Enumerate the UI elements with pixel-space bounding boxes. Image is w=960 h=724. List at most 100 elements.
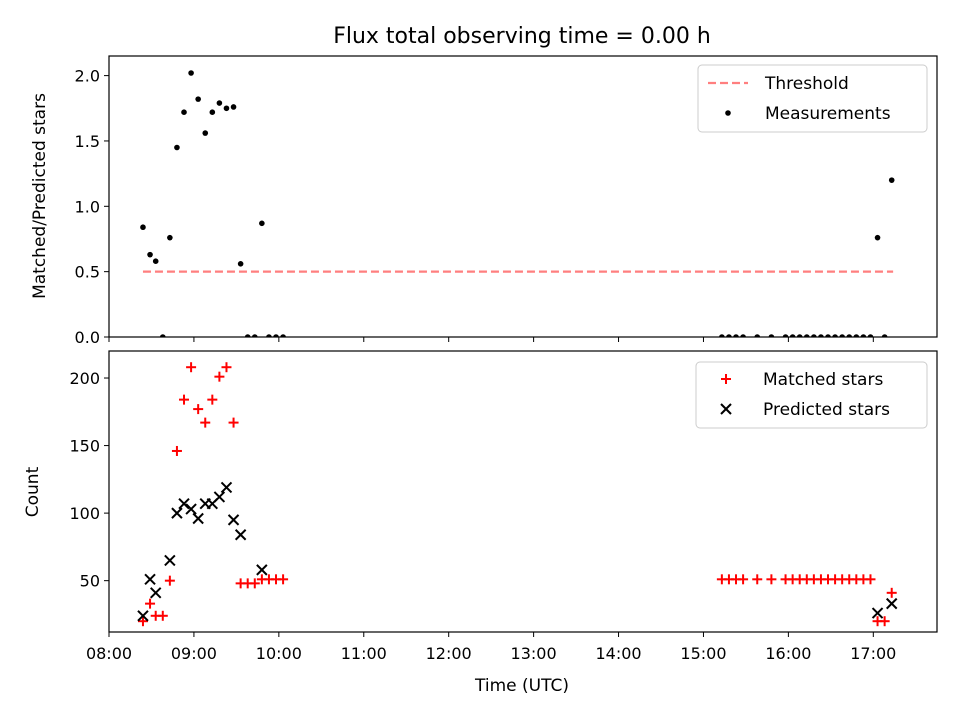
matched-point bbox=[278, 574, 289, 585]
matched-point bbox=[865, 574, 876, 585]
measurement-point bbox=[796, 334, 803, 337]
matched-point bbox=[879, 616, 890, 627]
legend-predicted-swatch-b bbox=[720, 403, 732, 415]
xtick-label: 15:00 bbox=[680, 644, 726, 663]
predicted-point-b bbox=[164, 554, 176, 567]
bottom-ytick-label: 100 bbox=[69, 504, 100, 523]
measurement-point bbox=[853, 334, 860, 337]
matched-point bbox=[886, 587, 897, 598]
predicted-point-b bbox=[137, 610, 149, 622]
measurement-point bbox=[237, 261, 244, 267]
count-panel: 50 100 150 200 08:00 09:00 10:00 11:00 12:00 13:0… bbox=[69, 350, 938, 663]
legend-measurements-swatch bbox=[725, 110, 731, 116]
predicted-point-b bbox=[234, 529, 247, 541]
measurement-point bbox=[266, 334, 272, 337]
legend-predicted-label: Predicted stars bbox=[763, 400, 890, 420]
measurement-point bbox=[825, 334, 831, 337]
matched-point bbox=[214, 371, 225, 382]
top-ytick-label: 1.5 bbox=[75, 132, 100, 151]
measurement-point bbox=[202, 130, 209, 136]
measurement-point bbox=[230, 104, 237, 110]
predicted-point-b bbox=[886, 597, 898, 610]
predicted-point-b bbox=[150, 587, 162, 599]
top-ytick-label: 0.5 bbox=[75, 263, 100, 282]
measurement-point bbox=[867, 334, 874, 337]
measurement-point bbox=[251, 334, 258, 337]
chart-title: Flux total observing time = 0.00 h bbox=[333, 24, 711, 49]
matched-point bbox=[249, 578, 260, 589]
measurement-point bbox=[782, 334, 789, 337]
measurement-point bbox=[733, 334, 739, 337]
measurement-point bbox=[803, 334, 810, 337]
measurement-point bbox=[811, 334, 817, 337]
measurement-point bbox=[216, 100, 223, 106]
predicted-point-b bbox=[256, 564, 268, 576]
measurement-point bbox=[846, 334, 853, 337]
bottom-ytick-label: 200 bbox=[69, 369, 100, 388]
matched-point bbox=[164, 575, 175, 586]
legend-threshold-label: Threshold bbox=[764, 74, 849, 94]
x-axis-label: Time (UTC) bbox=[474, 676, 569, 696]
xtick-label: 13:00 bbox=[511, 644, 557, 663]
measurement-point bbox=[159, 334, 166, 337]
predicted-point-b bbox=[192, 512, 204, 525]
predicted-point bbox=[227, 514, 240, 526]
measurement-point bbox=[874, 234, 881, 241]
predicted-point-b bbox=[871, 607, 884, 619]
measurement-point bbox=[209, 109, 216, 115]
bottom-ytick-label: 150 bbox=[69, 437, 100, 456]
measurement-point bbox=[280, 334, 286, 337]
measurement-point bbox=[839, 334, 845, 337]
bottom-ytick-label: 50 bbox=[80, 572, 100, 591]
matched-point bbox=[207, 394, 218, 405]
matched-point bbox=[157, 610, 168, 621]
predicted-point-b bbox=[243, 643, 253, 653]
predicted-point bbox=[243, 643, 253, 653]
matched-point bbox=[145, 598, 156, 609]
bottom-y-axis-label: Count bbox=[23, 466, 43, 517]
predicted-point-b bbox=[171, 507, 183, 519]
xtick-label: 11:00 bbox=[341, 644, 387, 663]
predicted-point-b bbox=[213, 491, 226, 503]
measurement-point bbox=[719, 334, 725, 337]
measurement-point bbox=[181, 109, 187, 115]
measurement-point bbox=[152, 258, 159, 264]
xtick-label: 17:00 bbox=[850, 644, 896, 663]
measurement-point bbox=[147, 251, 153, 258]
measurement-point bbox=[195, 96, 201, 102]
matched-point bbox=[179, 394, 190, 405]
measurement-point bbox=[140, 224, 146, 231]
predicted-point bbox=[137, 610, 149, 622]
top-ytick-label: 0.0 bbox=[75, 328, 100, 347]
matched-point bbox=[200, 417, 211, 428]
predicted-point bbox=[150, 587, 162, 599]
predicted-point bbox=[234, 529, 247, 541]
measurement-point bbox=[174, 144, 180, 151]
matched-point bbox=[221, 362, 232, 373]
predicted-point bbox=[171, 507, 183, 519]
predicted-point bbox=[144, 573, 156, 586]
measurement-point bbox=[754, 334, 761, 337]
xtick-label: 12:00 bbox=[426, 644, 472, 663]
predicted-point-b bbox=[144, 573, 156, 586]
matched-point bbox=[171, 445, 182, 456]
ratio-panel: 0.0 0.5 1.0 1.5 2.0 Threshold Measurements bbox=[75, 55, 938, 347]
predicted-point bbox=[220, 481, 233, 494]
measurement-point bbox=[832, 334, 838, 337]
predicted-point-b bbox=[220, 481, 233, 494]
xtick-label: 16:00 bbox=[765, 644, 811, 663]
top-plot-frame bbox=[108, 55, 938, 338]
predicted-point-b bbox=[185, 503, 197, 515]
matched-point bbox=[137, 616, 148, 627]
predicted-point bbox=[185, 503, 197, 515]
top-y-axis-label: Matched/Predicted stars bbox=[30, 93, 50, 299]
matched-point bbox=[193, 404, 204, 415]
xtick-label: 09:00 bbox=[171, 644, 217, 663]
measurement-point bbox=[167, 234, 173, 241]
measurement-point bbox=[768, 334, 775, 337]
measurement-point bbox=[740, 334, 746, 337]
top-legend: Threshold Measurements bbox=[697, 64, 928, 133]
legend-measurements-label: Measurements bbox=[765, 104, 891, 124]
measurement-point bbox=[888, 177, 895, 183]
